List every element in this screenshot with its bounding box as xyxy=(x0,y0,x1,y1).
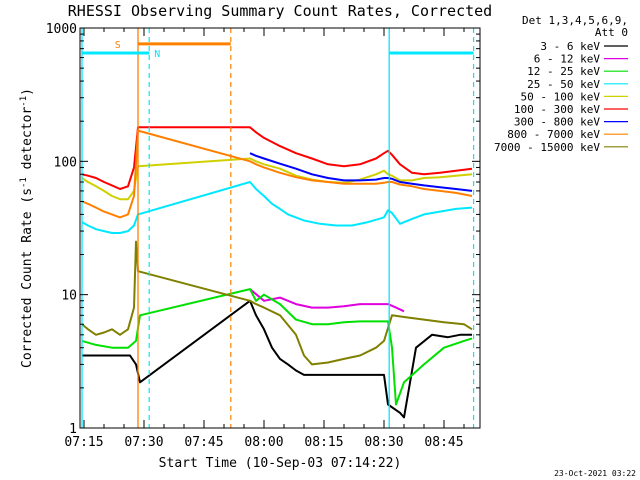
marker-label-1: N xyxy=(154,49,160,60)
series-line-4 xyxy=(81,157,473,201)
series-line-3 xyxy=(81,181,473,234)
plot-frame xyxy=(79,27,481,429)
y-tick-label-3: 1000 xyxy=(46,22,77,37)
x-tick-label-3: 08:00 xyxy=(244,435,283,450)
legend-label-8: 7000 - 15000 keV xyxy=(494,141,600,154)
series-line-6 xyxy=(249,152,473,192)
series-layer xyxy=(81,126,473,419)
chart-title: RHESSI Observing Summary Count Rates, Co… xyxy=(68,2,492,20)
legend-label-2: 12 - 25 keV xyxy=(527,65,600,78)
x-tick-label-2: 07:45 xyxy=(184,435,223,450)
y-tick-label-2: 100 xyxy=(54,155,77,170)
x-tick-label-6: 08:45 xyxy=(424,435,463,450)
x-tick-label-5: 08:30 xyxy=(364,435,403,450)
legend-label-3: 25 - 50 keV xyxy=(527,78,600,91)
y-tick-label-1: 10 xyxy=(61,289,77,304)
legend-label-7: 800 - 7000 keV xyxy=(507,128,600,141)
legend-label-5: 100 - 300 keV xyxy=(514,103,600,116)
y-tick-label-0: 1 xyxy=(69,422,77,437)
legend-label-1: 6 - 12 keV xyxy=(534,53,601,66)
series-line-5 xyxy=(81,126,473,190)
x-tick-label-1: 07:30 xyxy=(124,435,163,450)
legend-header-0: Det 1,3,4,5,6,9, xyxy=(522,14,628,27)
x-axis-label: Start Time (10-Sep-03 07:14:22) xyxy=(159,456,402,471)
legend-label-4: 50 - 100 keV xyxy=(521,90,601,103)
x-tick-label-4: 08:15 xyxy=(304,435,343,450)
legend-header-1: Att 0 xyxy=(595,26,628,39)
series-line-0 xyxy=(82,299,472,419)
axis-layer: 07:15 07:30 07:45 08:00 08:15 08:30 08:45 1 10 10… xyxy=(46,22,480,450)
legend-label-6: 300 - 800 keV xyxy=(514,116,600,129)
marker-layer: SN xyxy=(81,28,475,428)
x-tick-label-0: 07:15 xyxy=(64,435,103,450)
series-line-2 xyxy=(81,288,473,406)
marker-label-0: S xyxy=(115,40,121,51)
footer-date: 23-Oct-2021 03:22 xyxy=(554,469,636,478)
y-axis-label: Corrected Count Rate (s-1 detector-1) xyxy=(19,88,35,368)
series-line-8 xyxy=(81,240,473,366)
series-line-7 xyxy=(81,129,473,219)
legend-label-0: 3 - 6 keV xyxy=(540,40,600,53)
